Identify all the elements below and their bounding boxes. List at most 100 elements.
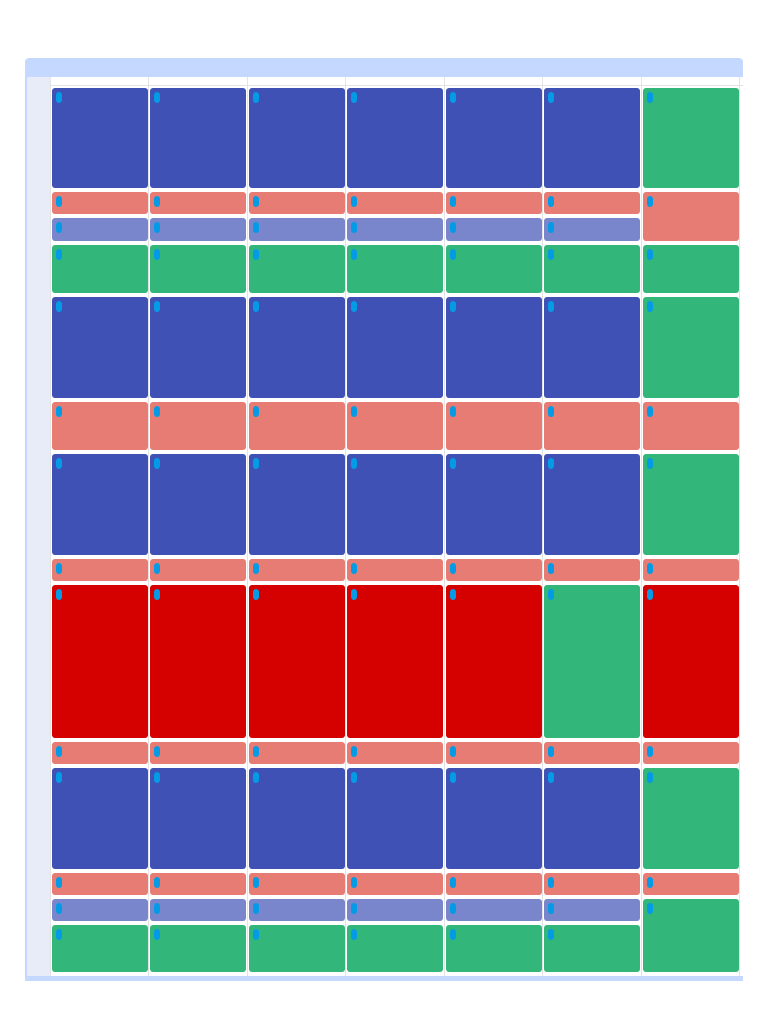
event-block[interactable]: [52, 297, 148, 398]
event-block[interactable]: [249, 245, 345, 293]
event-block[interactable]: [347, 402, 443, 450]
event-block[interactable]: [150, 585, 246, 738]
event-block[interactable]: [544, 768, 640, 869]
event-block[interactable]: [249, 218, 345, 241]
event-block[interactable]: [347, 873, 443, 895]
event-block[interactable]: [347, 245, 443, 293]
event-block[interactable]: [446, 88, 542, 188]
event-block[interactable]: [347, 218, 443, 241]
event-block[interactable]: [347, 192, 443, 214]
event-block[interactable]: [544, 559, 640, 581]
event-block[interactable]: [52, 925, 148, 972]
event-block[interactable]: [643, 559, 739, 581]
event-indicator: [253, 563, 259, 574]
event-block[interactable]: [150, 88, 246, 188]
event-block[interactable]: [52, 88, 148, 188]
event-block[interactable]: [446, 402, 542, 450]
event-block[interactable]: [446, 192, 542, 214]
event-block[interactable]: [249, 559, 345, 581]
event-block[interactable]: [347, 899, 443, 921]
event-block[interactable]: [249, 873, 345, 895]
event-block[interactable]: [150, 192, 246, 214]
event-block[interactable]: [643, 454, 739, 555]
event-block[interactable]: [52, 218, 148, 241]
event-block[interactable]: [150, 925, 246, 972]
event-block[interactable]: [52, 454, 148, 555]
event-block[interactable]: [544, 925, 640, 972]
event-block[interactable]: [446, 768, 542, 869]
event-block[interactable]: [544, 402, 640, 450]
event-block[interactable]: [544, 899, 640, 921]
event-block[interactable]: [347, 559, 443, 581]
event-block[interactable]: [52, 245, 148, 293]
event-indicator: [548, 589, 554, 600]
event-block[interactable]: [643, 768, 739, 869]
event-block[interactable]: [249, 585, 345, 738]
event-block[interactable]: [150, 402, 246, 450]
event-block[interactable]: [249, 899, 345, 921]
event-block[interactable]: [347, 297, 443, 398]
event-block[interactable]: [249, 192, 345, 214]
event-block[interactable]: [249, 454, 345, 555]
event-block[interactable]: [249, 925, 345, 972]
event-block[interactable]: [446, 925, 542, 972]
event-block[interactable]: [249, 88, 345, 188]
event-block[interactable]: [446, 297, 542, 398]
column-divider: [542, 77, 543, 976]
event-block[interactable]: [52, 559, 148, 581]
event-block[interactable]: [446, 742, 542, 764]
event-block[interactable]: [544, 742, 640, 764]
event-block[interactable]: [347, 925, 443, 972]
event-block[interactable]: [347, 585, 443, 738]
event-block[interactable]: [643, 742, 739, 764]
event-block[interactable]: [643, 873, 739, 895]
event-block[interactable]: [52, 768, 148, 869]
event-block[interactable]: [150, 245, 246, 293]
event-block[interactable]: [150, 559, 246, 581]
event-block[interactable]: [249, 402, 345, 450]
event-block[interactable]: [643, 585, 739, 738]
event-block[interactable]: [150, 742, 246, 764]
event-block[interactable]: [52, 585, 148, 738]
event-block[interactable]: [249, 768, 345, 869]
event-block[interactable]: [544, 245, 640, 293]
event-block[interactable]: [446, 899, 542, 921]
event-block[interactable]: [643, 88, 739, 188]
event-block[interactable]: [446, 454, 542, 555]
event-block[interactable]: [446, 559, 542, 581]
event-block[interactable]: [544, 297, 640, 398]
event-block[interactable]: [52, 899, 148, 921]
event-block[interactable]: [150, 218, 246, 241]
event-block[interactable]: [643, 245, 739, 293]
event-block[interactable]: [544, 218, 640, 241]
event-block[interactable]: [446, 218, 542, 241]
event-block[interactable]: [150, 873, 246, 895]
event-block[interactable]: [643, 899, 739, 972]
event-block[interactable]: [544, 873, 640, 895]
event-block[interactable]: [643, 192, 739, 241]
event-block[interactable]: [150, 899, 246, 921]
event-block[interactable]: [150, 768, 246, 869]
event-block[interactable]: [249, 297, 345, 398]
event-block[interactable]: [347, 742, 443, 764]
event-block[interactable]: [544, 585, 640, 738]
event-block[interactable]: [446, 873, 542, 895]
event-block[interactable]: [544, 192, 640, 214]
event-block[interactable]: [347, 768, 443, 869]
event-block[interactable]: [347, 454, 443, 555]
event-block[interactable]: [347, 88, 443, 188]
event-block[interactable]: [150, 454, 246, 555]
event-block[interactable]: [52, 192, 148, 214]
event-block[interactable]: [446, 585, 542, 738]
event-block[interactable]: [249, 742, 345, 764]
event-block[interactable]: [643, 402, 739, 450]
event-block[interactable]: [446, 245, 542, 293]
event-block[interactable]: [544, 454, 640, 555]
event-block[interactable]: [52, 402, 148, 450]
event-block[interactable]: [52, 742, 148, 764]
event-indicator: [56, 877, 62, 888]
event-block[interactable]: [643, 297, 739, 398]
event-block[interactable]: [544, 88, 640, 188]
event-block[interactable]: [150, 297, 246, 398]
event-block[interactable]: [52, 873, 148, 895]
